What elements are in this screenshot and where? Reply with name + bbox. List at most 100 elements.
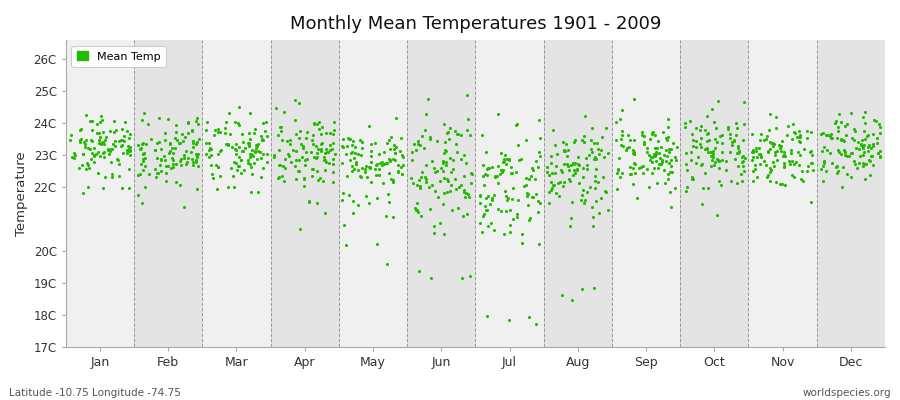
Point <box>778 148 792 155</box>
Point <box>267 152 282 158</box>
Point <box>337 221 351 228</box>
Point <box>727 137 742 143</box>
Point <box>648 152 662 159</box>
Point <box>532 116 546 123</box>
Point <box>138 155 152 161</box>
Point <box>505 170 519 176</box>
Point <box>795 176 809 182</box>
Point <box>90 130 104 136</box>
Point <box>353 173 367 180</box>
Point <box>662 146 677 152</box>
Point <box>577 200 591 206</box>
Point <box>229 160 243 166</box>
Point <box>254 133 268 140</box>
Point <box>230 167 244 173</box>
Point <box>860 133 874 139</box>
Point <box>873 130 887 136</box>
Point <box>866 141 880 147</box>
Point <box>706 154 721 160</box>
Point <box>85 127 99 133</box>
Point <box>251 148 266 154</box>
Point <box>421 184 436 190</box>
Point <box>424 275 438 282</box>
Point <box>414 213 428 220</box>
Point <box>661 176 675 182</box>
Point <box>553 179 567 185</box>
Point <box>274 124 288 130</box>
Point <box>346 210 361 216</box>
Point <box>475 228 490 235</box>
Point <box>107 129 122 136</box>
Point <box>792 162 806 169</box>
Point <box>379 160 393 166</box>
Point <box>626 160 641 166</box>
Point <box>544 179 558 185</box>
Point <box>557 161 572 167</box>
Point <box>685 131 699 137</box>
Point <box>122 185 137 191</box>
Point <box>134 161 148 167</box>
Point <box>202 154 216 160</box>
Point <box>706 148 720 155</box>
Point <box>649 158 663 164</box>
Point <box>598 189 613 195</box>
Point <box>531 198 545 204</box>
Point <box>411 209 426 215</box>
Point <box>596 174 610 180</box>
Point <box>614 142 628 148</box>
Point <box>382 158 397 165</box>
Point <box>804 160 818 166</box>
Point <box>491 173 505 179</box>
Point <box>271 132 285 138</box>
Point <box>477 182 491 188</box>
Point <box>71 165 86 171</box>
Point <box>769 114 783 120</box>
Point <box>746 154 760 160</box>
Point <box>494 167 508 174</box>
Point <box>166 157 181 164</box>
Point <box>372 151 386 158</box>
Point <box>158 137 172 144</box>
Point <box>243 151 257 157</box>
Point <box>436 200 450 207</box>
Point <box>272 147 286 153</box>
Point <box>851 139 866 146</box>
Point <box>864 153 878 159</box>
Point <box>191 121 205 127</box>
Point <box>459 160 473 166</box>
Point <box>591 146 606 152</box>
Point <box>721 126 735 132</box>
Point <box>799 128 814 134</box>
Point <box>854 142 868 148</box>
Point <box>122 148 137 154</box>
Point <box>375 159 390 165</box>
Point <box>568 137 582 144</box>
Point <box>787 161 801 168</box>
Point <box>508 169 523 175</box>
Point <box>276 178 291 184</box>
Point <box>249 141 264 148</box>
Point <box>202 145 217 152</box>
Point <box>773 181 788 188</box>
Point <box>730 180 744 186</box>
Point <box>684 157 698 163</box>
Point <box>827 120 842 126</box>
Point <box>272 174 286 180</box>
Point <box>837 146 851 153</box>
Point <box>669 157 683 163</box>
Point <box>870 139 885 146</box>
Point <box>792 128 806 134</box>
Point <box>494 150 508 156</box>
Point <box>472 220 487 226</box>
Point <box>395 171 410 177</box>
Point <box>436 158 451 164</box>
Point <box>442 136 456 142</box>
Point <box>76 138 91 145</box>
Point <box>686 176 700 182</box>
Point <box>153 156 167 163</box>
Point <box>634 132 649 138</box>
Point <box>578 113 592 119</box>
Point <box>577 133 591 140</box>
Point <box>347 150 362 156</box>
Point <box>653 144 668 150</box>
